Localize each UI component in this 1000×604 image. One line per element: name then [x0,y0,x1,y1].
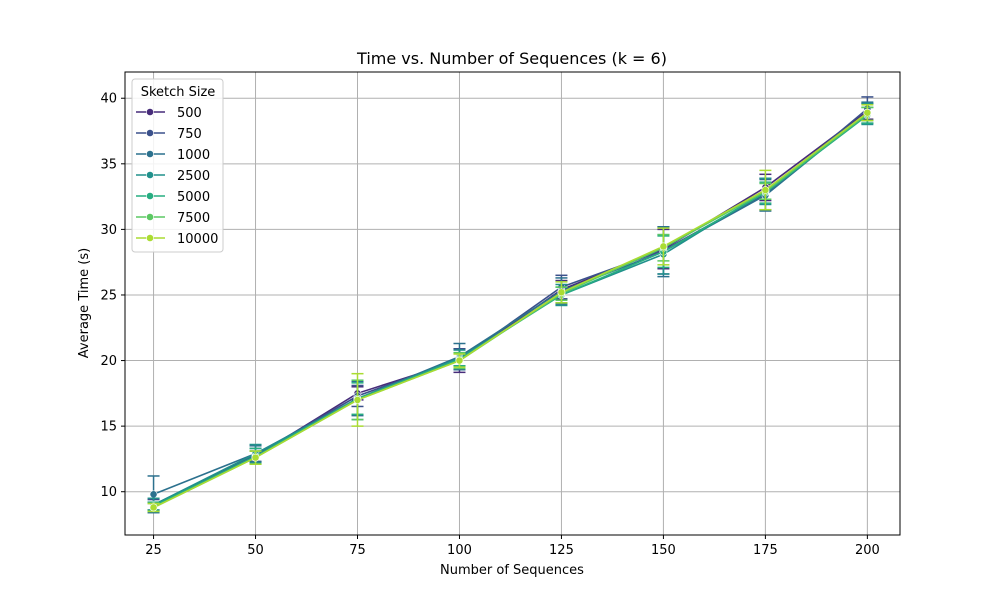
legend-items: 500 750 1000 2500 5000 7500 10000 [136,106,218,247]
legend-marker [146,171,154,179]
y-tick-label: 25 [100,288,117,303]
legend-label: 2500 [177,169,210,184]
legend-label: 1000 [177,148,210,163]
legend-marker [146,192,154,200]
legend-marker [146,234,154,242]
y-tick-label: 30 [100,223,117,238]
grid-layer [125,72,900,535]
legend-marker [146,150,154,158]
series-10000 [147,104,874,513]
legend-label: 10000 [177,232,218,247]
legend-box [131,78,224,253]
series-layer [147,96,874,514]
x-tick-label: 200 [855,543,880,558]
legend-marker [146,129,154,137]
x-tick-label: 150 [651,543,676,558]
legend-marker [146,213,154,221]
series-2500 [147,102,874,513]
data-point [455,356,464,365]
x-tick-label: 100 [447,543,472,558]
series-line [153,112,868,509]
y-tick-label: 40 [100,92,117,107]
data-point [761,186,770,194]
data-point [863,108,872,117]
legend-label: 7500 [177,211,210,226]
x-tick-label: 125 [549,543,574,558]
legend-label: 500 [177,106,202,121]
series-5000 [147,106,874,511]
y-tick-label: 10 [100,485,117,500]
data-point [251,453,260,462]
data-point [557,288,566,297]
y-tick-label: 20 [100,354,117,369]
y-tick-label: 15 [100,420,117,435]
legend-title: Sketch Size [141,85,216,100]
x-tick-label: 75 [349,543,366,558]
y-axis-label: Average Time (s) [77,248,92,358]
data-point [659,242,668,251]
data-point [353,396,362,404]
x-axis-label: Number of Sequences [440,563,584,578]
data-point [149,503,158,512]
y-tick-label: 35 [100,157,117,172]
legend-label: 5000 [177,190,210,205]
x-tick-label: 50 [247,543,264,558]
data-point [149,490,158,499]
axis-layer: 25 50 75 100 125 150 175 200 10 15 20 25 30 35 40 [100,92,879,558]
plot-frame [124,71,901,536]
x-tick-label: 175 [753,543,778,558]
x-tick-label: 25 [145,543,162,558]
chart-title: Time vs. Number of Sequences (k = 6) [356,49,667,68]
legend-label: 750 [177,127,202,142]
legend: Sketch Size 500 750 1000 2500 5000 7500 10000 [131,78,224,253]
legend-marker [146,108,154,116]
